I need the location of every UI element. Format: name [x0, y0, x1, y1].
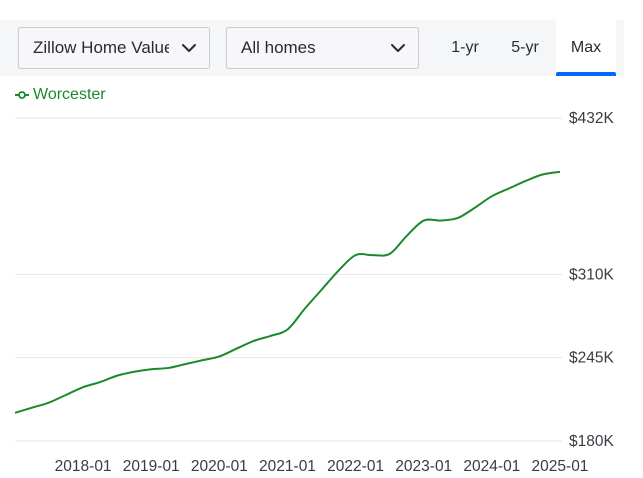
y-tick-label: $432K — [569, 110, 614, 127]
x-tick-label: 2023-01 — [395, 458, 452, 475]
series-line[interactable] — [14, 170, 561, 414]
legend-line-marker-icon — [15, 91, 29, 99]
metric-select[interactable]: Zillow Home Value Index — [18, 27, 210, 69]
y-tick-label: $180K — [569, 433, 614, 450]
x-tick-label: 2024-01 — [463, 458, 520, 475]
metric-select-value: Zillow Home Value Index — [33, 38, 169, 57]
home-type-select[interactable]: All homes — [226, 27, 419, 69]
home-type-select-value: All homes — [241, 38, 316, 57]
x-tick-label: 2020-01 — [191, 458, 248, 475]
tab-1-yr[interactable]: 1-yr — [436, 20, 494, 76]
x-tick-label: 2021-01 — [259, 458, 316, 475]
x-tick-label: 2018-01 — [55, 458, 112, 475]
chevron-down-icon — [169, 28, 209, 68]
chart-controls: Zillow Home Value Index All homes 1-yr 5… — [0, 20, 624, 76]
tab-label: 5-yr — [511, 39, 539, 56]
x-tick-label: 2025-01 — [532, 458, 589, 475]
tab-label: Max — [570, 39, 602, 56]
tab-label: 1-yr — [451, 39, 479, 56]
tab-5-yr[interactable]: 5-yr — [496, 20, 554, 76]
tab-max[interactable]: Max — [556, 20, 616, 76]
chevron-down-icon — [378, 28, 418, 68]
legend-series-name: Worcester — [33, 86, 106, 103]
x-tick-label: 2019-01 — [123, 458, 180, 475]
x-tick-label: 2022-01 — [327, 458, 384, 475]
y-tick-label: $245K — [569, 350, 614, 367]
y-tick-label: $310K — [569, 266, 614, 283]
active-tab-indicator — [556, 72, 616, 76]
chart-legend[interactable]: Worcester — [15, 84, 106, 106]
